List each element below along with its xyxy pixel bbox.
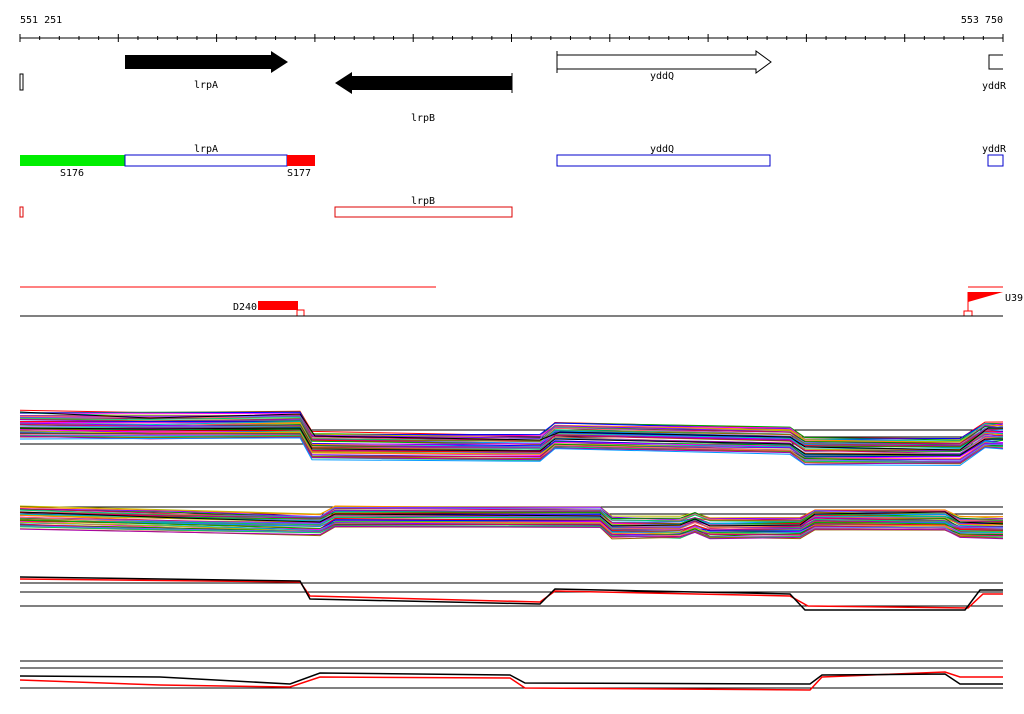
transcript-yddQ-box[interactable] (556, 154, 771, 167)
expression-line (19, 576, 1003, 611)
expression-line (19, 427, 1003, 456)
transcript-yddR-label: yddR (982, 144, 1007, 155)
expression-line (19, 505, 1004, 519)
transcript-track: S176 lrpA S177 yddQ yddR lrpB (19, 144, 1007, 218)
track-3-series (19, 576, 1003, 611)
feature-track: D240 U39 (20, 286, 1023, 317)
expression-line (19, 672, 1003, 685)
gene-track: lrpA lrpB yddQ yddR (19, 50, 1007, 124)
segment-S177-label: S177 (287, 168, 311, 179)
gene-lrpB[interactable]: lrpB (335, 72, 513, 124)
expression-line (19, 671, 1003, 691)
expression-line (19, 511, 1004, 527)
gene-lrpB-arrow[interactable] (335, 72, 512, 94)
transcript-reverse-partial-box[interactable] (19, 206, 24, 218)
track-4-series (19, 671, 1003, 691)
expression-line (19, 525, 1004, 540)
feature-U39-flag[interactable] (968, 292, 1003, 302)
expression-line (19, 510, 1004, 525)
expression-track-2 (19, 505, 1004, 540)
gene-lrpA-arrow[interactable] (125, 51, 288, 73)
expression-line (19, 437, 1004, 466)
gene-lrpB-label: lrpB (411, 113, 435, 124)
expression-line (19, 511, 1004, 526)
gene-yddR[interactable]: yddR (982, 54, 1007, 92)
expression-track-3 (19, 576, 1003, 611)
feature-D240-marker (296, 309, 305, 317)
expression-line (19, 422, 1004, 452)
gene-yddR-label: yddR (982, 81, 1007, 92)
feature-U39-label: U39 (1005, 293, 1023, 304)
segment-S176-bar[interactable] (20, 155, 125, 166)
gene-yddQ-label: yddQ (650, 71, 674, 82)
transcript-lrpB-label: lrpB (411, 196, 435, 207)
gene-yddQ-arrow[interactable] (556, 50, 772, 74)
transcript-lrpA-label: lrpA (194, 144, 218, 155)
transcript-yddR-box[interactable] (987, 154, 1004, 167)
expression-track-4 (19, 660, 1003, 691)
gene-yddR-arrow[interactable] (988, 54, 1003, 70)
segment-S176-label: S176 (60, 168, 84, 179)
coordinate-start-label: 551 251 (20, 15, 62, 26)
transcript-lrpA-box[interactable] (124, 154, 288, 167)
feature-D240-bar[interactable] (258, 301, 298, 310)
expression-line (19, 411, 1003, 451)
expression-line (19, 411, 1004, 441)
feature-D240-label: D240 (233, 302, 257, 313)
track-1-series (19, 409, 1004, 466)
ruler-ticks (19, 34, 1004, 42)
gene-lrpA-label: lrpA (194, 80, 218, 91)
transcript-lrpB-box[interactable] (334, 206, 513, 218)
segment-S177-bar[interactable] (287, 155, 315, 166)
feature-U39-marker (963, 310, 973, 317)
gene-yddQ[interactable]: yddQ (556, 50, 772, 82)
gene-lrpA[interactable]: lrpA (125, 51, 288, 91)
coordinate-end-label: 553 750 (961, 15, 1003, 26)
expression-track-1 (19, 409, 1004, 466)
coordinate-ruler: 551 251 553 750 (19, 15, 1004, 42)
transcript-yddQ-label: yddQ (650, 144, 674, 155)
track-2-series (19, 505, 1004, 540)
partial-gene-marker (19, 73, 24, 91)
